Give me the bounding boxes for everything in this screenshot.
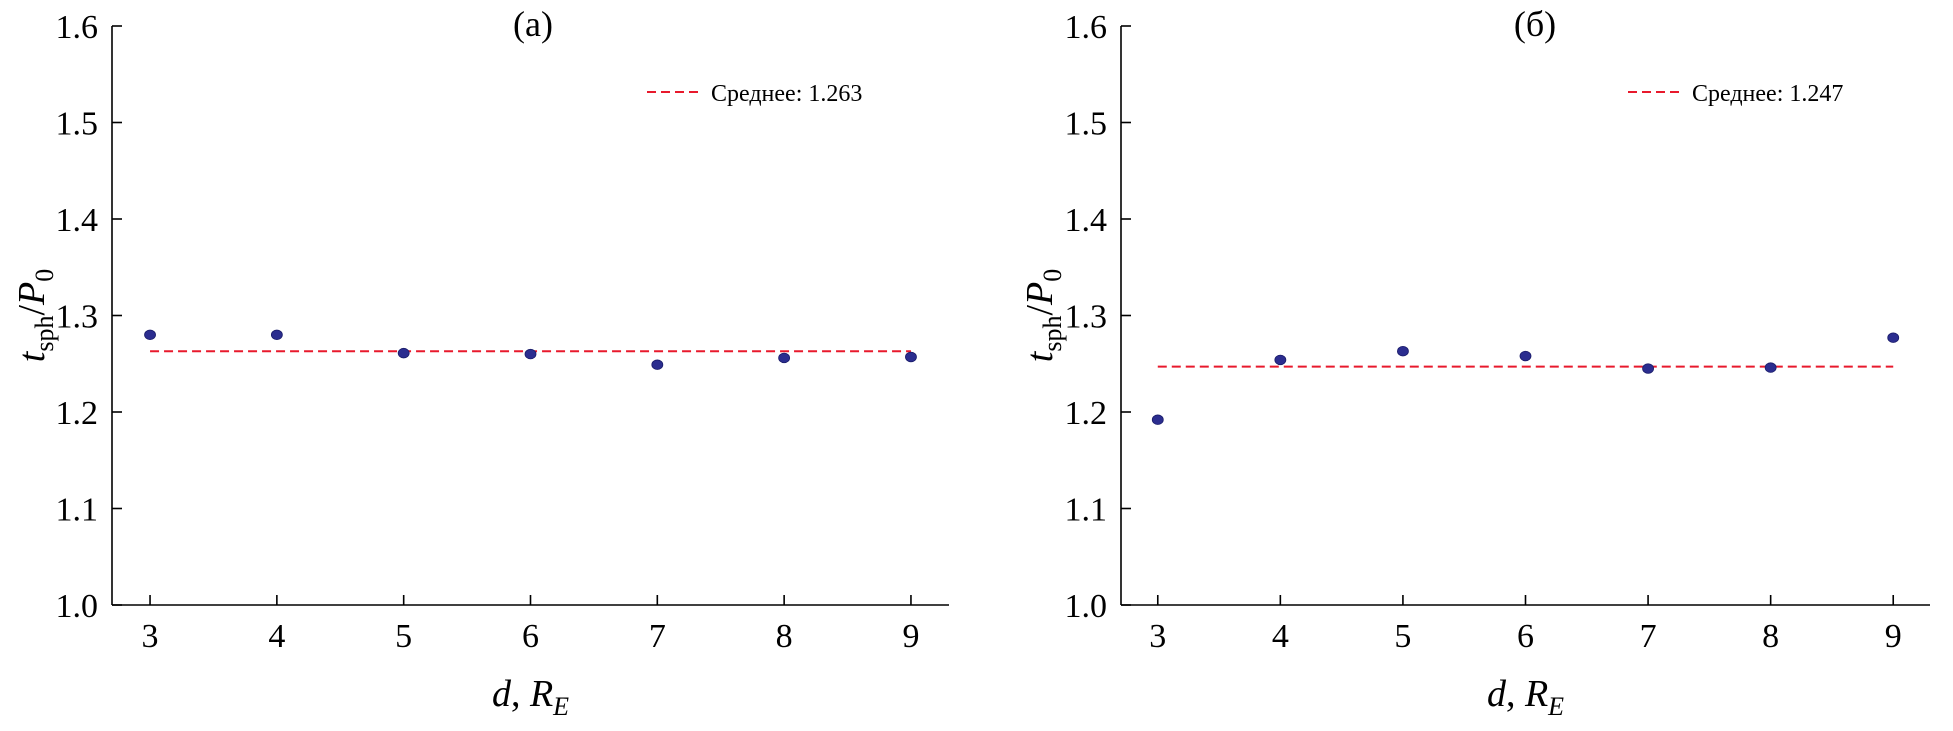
x-axis-label-unit-sub: E — [1547, 692, 1564, 721]
x-axis-label-var: d — [492, 673, 512, 715]
y-axis-label-slash: / — [11, 305, 53, 316]
y-tick-label: 1.0 — [56, 588, 99, 625]
data-point — [1764, 362, 1777, 373]
x-tick-label: 6 — [522, 618, 539, 655]
x-axis-label: d, RE — [492, 673, 569, 721]
x-axis-label: d, RE — [1487, 673, 1564, 721]
y-axis-label-den-sub: 0 — [30, 269, 59, 282]
y-tick-label: 1.5 — [1065, 106, 1108, 143]
data-point — [1151, 414, 1164, 425]
y-axis-label-slash: / — [1019, 305, 1061, 316]
x-axis-label-unit: R — [1524, 673, 1548, 715]
chart-panel-2: 1.01.11.21.31.41.51.63 4 5 6 7 8 9(б)d, REtsph… — [1019, 4, 1930, 721]
y-tick-label: 1.1 — [1065, 492, 1108, 529]
x-tick-label: 6 — [1517, 618, 1534, 655]
data-point — [1397, 346, 1409, 357]
x-tick-label: 9 — [1885, 618, 1902, 655]
legend-entry-mean: Среднее: 1.263 — [711, 81, 862, 107]
data-point — [1887, 332, 1900, 343]
y-axis-label-num: t — [1019, 350, 1061, 362]
y-tick-label: 1.6 — [1065, 9, 1108, 46]
x-axis-label-var: d — [1487, 673, 1507, 715]
data-point — [397, 347, 410, 359]
y-tick-label: 1.0 — [1065, 588, 1108, 625]
y-axis-label-den: P — [11, 282, 53, 306]
y-tick-label: 1.1 — [56, 492, 99, 529]
y-axis-label-num-sub: sph — [30, 316, 59, 352]
y-axis-label-num-sub: sph — [1038, 316, 1067, 352]
x-tick-label: 3 — [142, 618, 159, 655]
y-tick-label: 1.3 — [1065, 299, 1108, 336]
y-axis-label-num: t — [11, 350, 53, 362]
data-point — [1642, 363, 1654, 374]
x-tick-label: 7 — [649, 618, 666, 655]
y-tick-label: 1.6 — [56, 9, 99, 46]
y-tick-label: 1.4 — [56, 202, 99, 239]
data-point — [270, 329, 283, 341]
y-axis-label-den: P — [1019, 282, 1061, 306]
y-tick-label: 1.2 — [1065, 395, 1108, 432]
data-point — [778, 352, 791, 364]
x-tick-label: 8 — [1762, 618, 1779, 655]
data-point — [144, 329, 156, 341]
y-axis-label: tsph/P0 — [1019, 269, 1067, 362]
x-tick-label: 4 — [1272, 618, 1289, 655]
y-axis-label-den-sub: 0 — [1038, 269, 1067, 282]
y-tick-label: 1.5 — [56, 106, 99, 143]
panel-title: (б) — [1514, 4, 1556, 44]
panel-title: (а) — [513, 4, 553, 44]
x-axis-label-sep: , — [511, 673, 530, 715]
x-tick-label: 5 — [395, 618, 412, 655]
x-tick-label: 7 — [1640, 618, 1657, 655]
y-tick-label: 1.4 — [1065, 202, 1108, 239]
data-point — [905, 351, 917, 363]
x-axis-label-unit: R — [529, 673, 553, 715]
x-tick-label: 9 — [902, 618, 919, 655]
legend-entry-mean: Среднее: 1.247 — [1692, 81, 1843, 107]
x-tick-label: 8 — [776, 618, 793, 655]
data-point — [651, 359, 664, 370]
x-axis-label-sep: , — [1506, 673, 1525, 715]
data-point — [524, 348, 537, 360]
chart-panel-1: 1.01.11.21.31.41.51.63 4 5 6 7 8 9(а)d, REtsph… — [11, 4, 949, 721]
x-axis-label-unit-sub: E — [552, 692, 569, 721]
y-tick-label: 1.2 — [56, 395, 99, 432]
x-tick-label: 5 — [1394, 618, 1411, 655]
data-point — [1274, 354, 1287, 366]
x-tick-label: 3 — [1149, 618, 1166, 655]
x-tick-label: 4 — [268, 618, 285, 655]
y-tick-label: 1.3 — [56, 299, 99, 336]
data-point — [1519, 350, 1532, 362]
y-axis-label: tsph/P0 — [11, 269, 59, 362]
